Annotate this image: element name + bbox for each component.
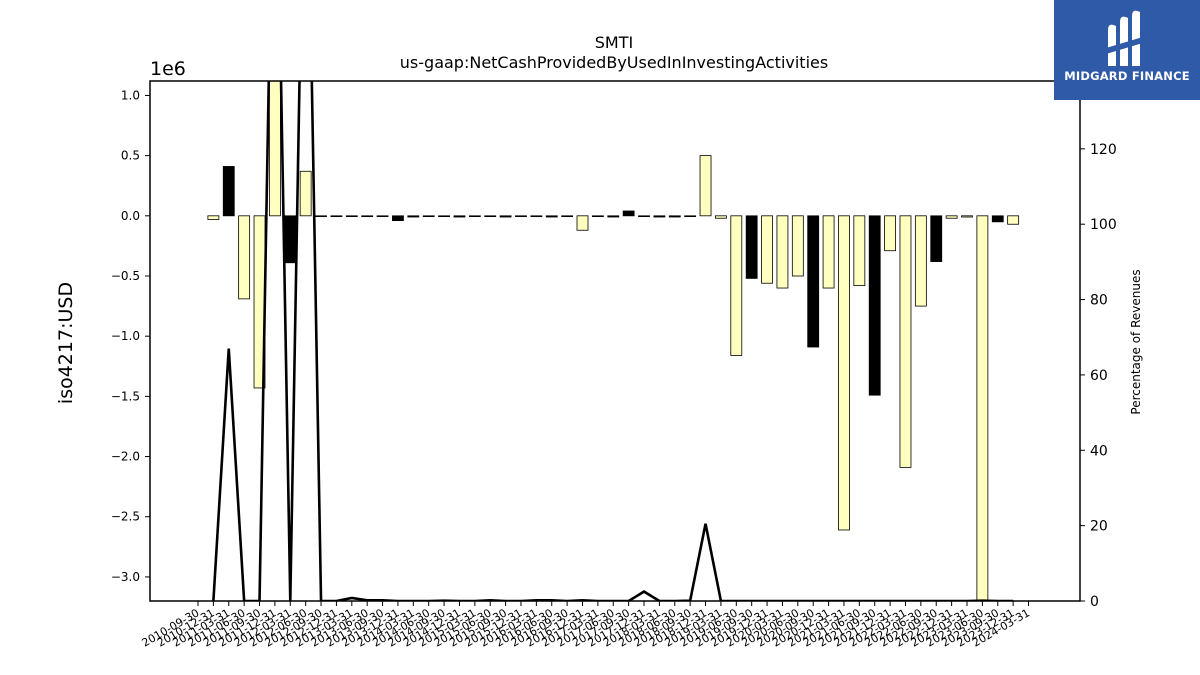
bar	[853, 215, 866, 287]
bar	[868, 215, 881, 396]
y-tick-label: −1.0	[111, 329, 140, 343]
bar	[284, 215, 297, 264]
bar	[715, 215, 727, 219]
bar	[791, 215, 804, 277]
bar	[899, 215, 912, 468]
logo-mark-icon	[1106, 10, 1146, 67]
y2-tick-label: 40	[1090, 443, 1108, 459]
midgard-finance-logo: MIDGARD FINANCE	[1054, 0, 1200, 100]
bar	[622, 210, 635, 217]
y-tick-label: −1.5	[111, 389, 140, 403]
bar	[545, 215, 558, 218]
y2-axis-label: Percentage of Revenues	[1129, 269, 1143, 414]
plot-frame	[149, 80, 1081, 602]
y2-tick-label: 60	[1090, 368, 1108, 384]
bar	[991, 215, 1004, 223]
plot-area	[207, 81, 1020, 601]
y2-tick-label: 80	[1090, 293, 1108, 309]
y-tick-label: 0.5	[121, 149, 140, 163]
bar	[407, 215, 420, 218]
bar	[914, 215, 927, 307]
bar	[730, 215, 743, 356]
y-tick-label: 0.0	[121, 209, 140, 223]
bar	[268, 81, 281, 217]
bar	[376, 215, 389, 218]
y2-tick-label: 120	[1090, 142, 1117, 158]
bar	[838, 215, 850, 531]
bar	[822, 215, 835, 289]
bar	[530, 215, 543, 218]
chart-subtitle: us-gaap:NetCashProvidedByUsedInInvesting…	[400, 53, 828, 72]
bar	[561, 215, 574, 218]
bar	[330, 215, 343, 218]
bar	[1007, 215, 1020, 225]
y2-tick-label: 0	[1090, 594, 1099, 610]
y-tick-label: −2.0	[111, 450, 140, 464]
bar	[745, 215, 758, 279]
bar	[945, 215, 958, 219]
bar	[653, 215, 666, 218]
bar	[315, 215, 327, 218]
bar	[345, 215, 358, 218]
bar	[930, 215, 943, 262]
bar	[807, 215, 820, 348]
y2-tick-label: 20	[1090, 519, 1108, 535]
bar	[576, 215, 589, 231]
y2-tick-label: 100	[1090, 217, 1117, 233]
bar	[515, 215, 527, 218]
bar	[976, 215, 989, 601]
bar	[468, 215, 481, 218]
offset-text: 1e6	[150, 58, 186, 80]
line-series-percentage-of-revenues	[212, 81, 1014, 601]
chart-title: SMTI	[595, 33, 633, 52]
logo-text: MIDGARD FINANCE	[1064, 69, 1190, 83]
bar	[207, 215, 220, 220]
bar	[222, 166, 235, 217]
bar	[438, 215, 450, 218]
bar	[499, 215, 512, 218]
bar	[884, 215, 896, 252]
y-tick-label: 1.0	[121, 88, 140, 102]
bar	[238, 215, 251, 300]
bar	[607, 215, 620, 218]
bar	[638, 215, 650, 218]
y-tick-label: −2.5	[111, 510, 140, 524]
bar	[453, 215, 466, 218]
bar	[761, 215, 773, 284]
bar	[591, 215, 604, 218]
bar	[422, 215, 435, 218]
bar	[699, 155, 712, 217]
bar	[961, 215, 973, 218]
y-tick-label: −3.0	[111, 570, 140, 584]
y-axis-label: iso4217:USD	[55, 282, 77, 404]
bar	[392, 215, 404, 222]
y-tick-label: −0.5	[111, 269, 140, 283]
bar	[668, 215, 681, 218]
bar	[484, 215, 497, 218]
bar	[776, 215, 789, 289]
bar	[684, 215, 697, 218]
bar	[361, 215, 374, 218]
bar	[299, 170, 312, 217]
axes: 1.0 0.5 0.0 −0.5 −1.0 −1.5 −2.0 −2.5 −3.0 0 20 40 60…	[111, 88, 1117, 649]
